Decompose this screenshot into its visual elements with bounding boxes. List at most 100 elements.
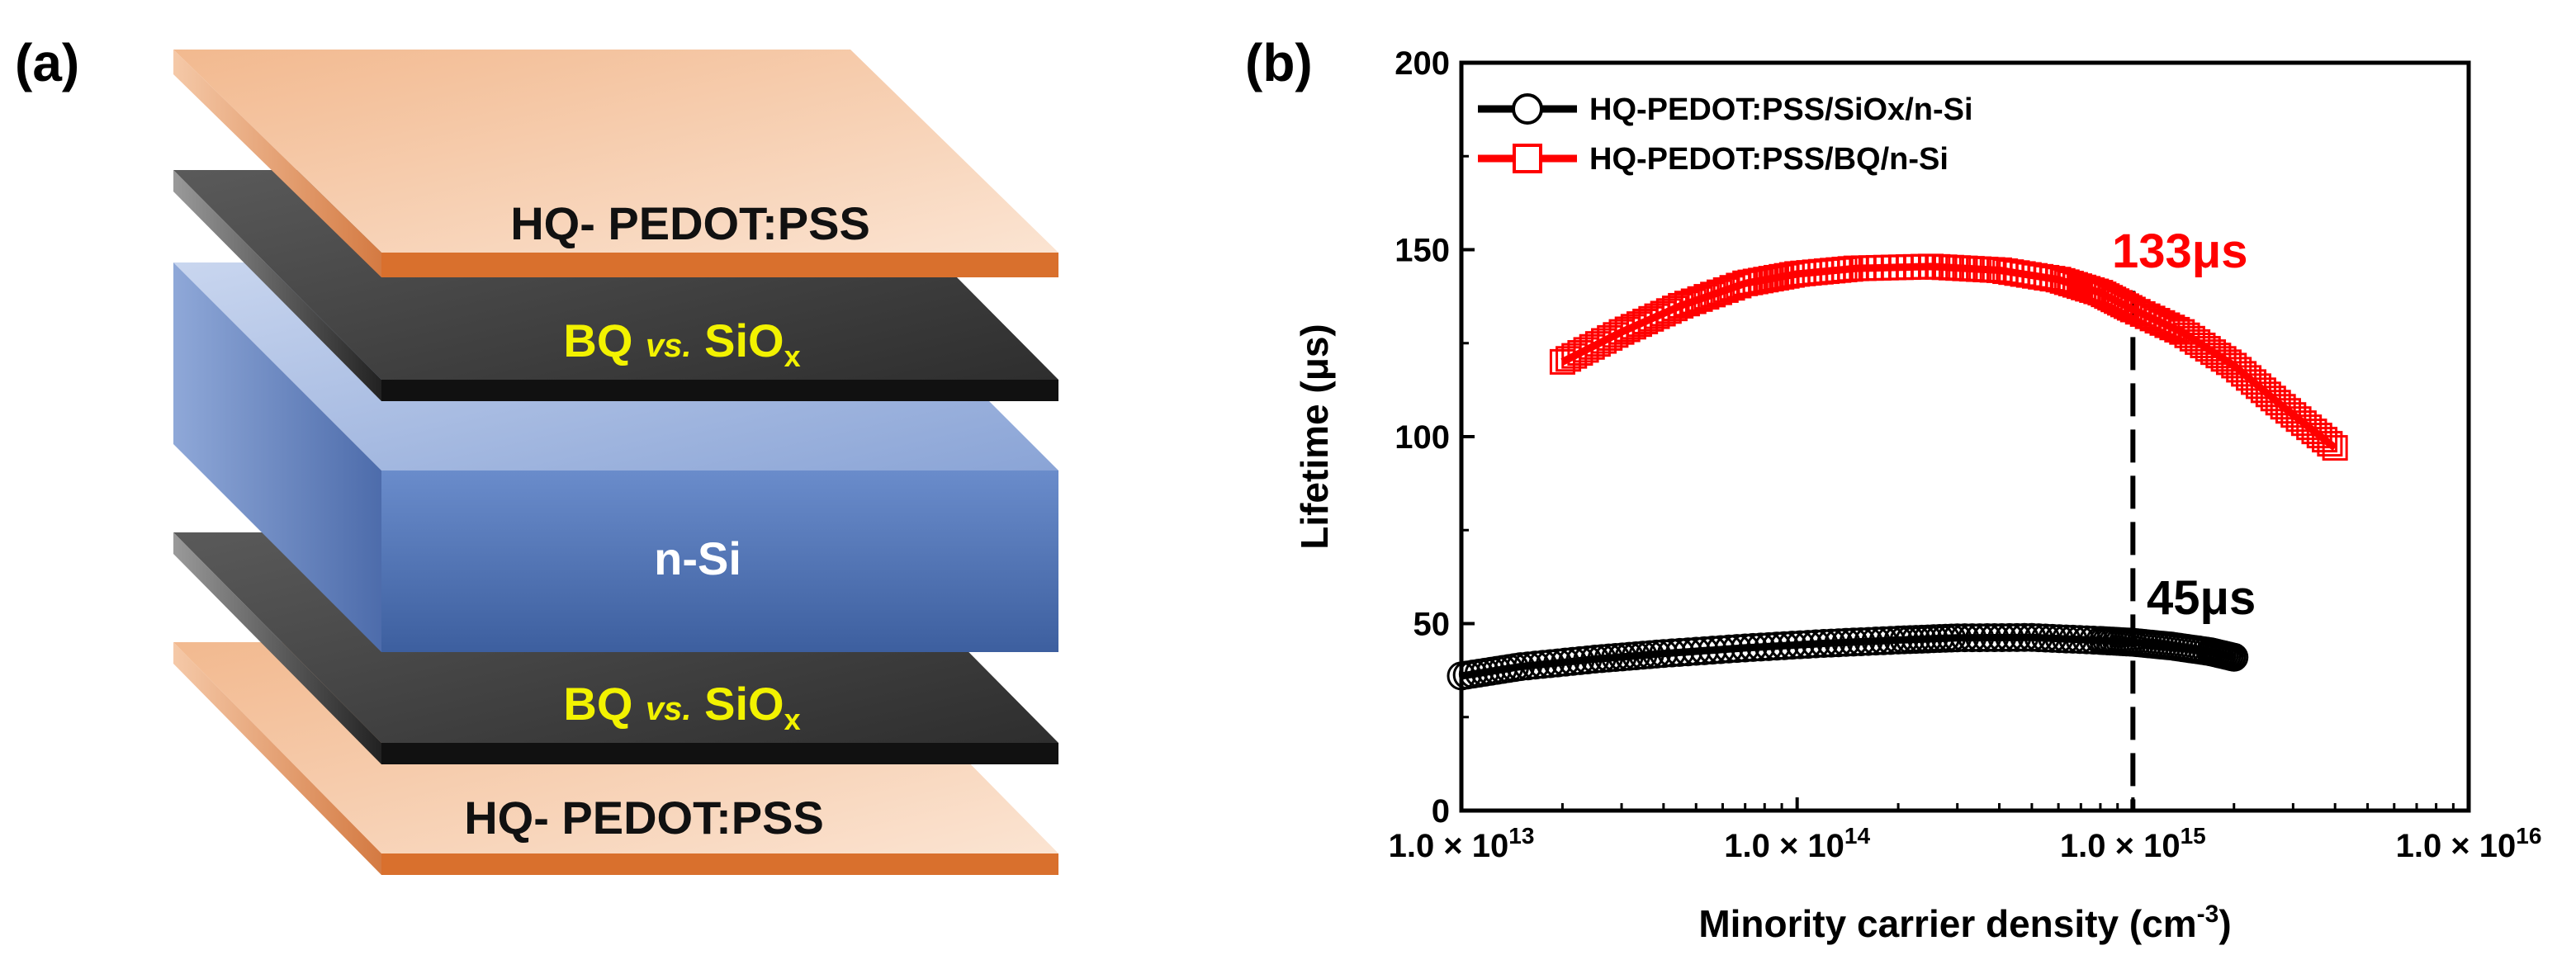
data-point <box>1680 288 1707 314</box>
panel-a: (a) HQ- PEDOT:PSS BQ vs. SiOx n-Si <box>15 33 1058 875</box>
data-point <box>1657 638 1687 668</box>
data-point <box>1706 279 1732 305</box>
x-tick-label: 1.0 × 1016 <box>2396 823 2542 864</box>
data-point <box>1854 626 1883 656</box>
data-point <box>2317 431 2343 457</box>
y-tick-label: 100 <box>1395 419 1450 456</box>
data-point <box>2134 303 2161 329</box>
data-point <box>1521 650 1551 680</box>
data-point <box>2219 642 2249 672</box>
data-point <box>1738 632 1768 662</box>
data-point <box>1665 637 1695 667</box>
data-point <box>1689 636 1719 665</box>
y-tick-label: 50 <box>1413 607 1451 643</box>
bottom-electrode-label: HQ- PEDOT:PSS <box>464 792 824 844</box>
axis-ticks: 0 50 100 150 200 1.0 × 1013 1.0 × 1014 1.0 × 10… <box>1389 45 2542 864</box>
data-point <box>1565 645 1595 675</box>
data-point <box>1972 623 2002 653</box>
top-interlayer-label: BQ vs. SiOx <box>563 314 800 373</box>
legend: HQ-PEDOT:PSS/SiOx/n-Si HQ-PEDOT:PSS/BQ/n… <box>1478 92 1973 177</box>
data-point <box>1861 626 1891 656</box>
data-point <box>2129 300 2156 327</box>
data-point <box>1816 628 1846 658</box>
data-point <box>1846 626 1876 656</box>
data-point <box>1714 634 1744 664</box>
data-point <box>1801 629 1830 659</box>
top-electrode-label: HQ- PEDOT:PSS <box>510 197 870 249</box>
data-point <box>1824 628 1854 658</box>
x-tick-label: 1.0 × 1013 <box>1389 823 1535 864</box>
bottom-interlayer-label: BQ vs. SiOx <box>563 678 800 736</box>
x-axis-title: Minority carrier density (cm-3) <box>1698 901 2231 945</box>
data-point <box>2010 622 2039 652</box>
data-point <box>1958 623 1987 653</box>
data-point <box>1762 631 1792 661</box>
data-point <box>1793 630 1823 660</box>
data-point <box>1754 631 1783 661</box>
data-point <box>1769 631 1799 660</box>
legend-label-black: HQ-PEDOT:PSS/SiOx/n-Si <box>1589 92 1973 127</box>
data-point <box>2139 305 2166 332</box>
panel-b: (b) 0 50 100 150 200 1.0 × 1013 1.0 × 1014 1.0 … <box>1245 33 2541 945</box>
data-point <box>1778 631 1807 660</box>
data-point <box>1980 622 2010 652</box>
legend-marker-square <box>1513 144 1542 173</box>
legend-entry-black: HQ-PEDOT:PSS/SiOx/n-Si <box>1478 92 1973 127</box>
data-point <box>2124 299 2151 325</box>
data-point <box>1673 637 1702 667</box>
data-series <box>1447 253 2348 691</box>
y-tick-label: 200 <box>1395 45 1450 82</box>
data-point <box>2149 310 2176 336</box>
red-annotation: 133μs <box>2112 225 2248 278</box>
data-point <box>1573 645 1603 674</box>
panel-a-label: (a) <box>15 33 79 92</box>
data-point <box>2322 435 2348 461</box>
data-point <box>1513 651 1543 681</box>
data-point <box>2119 296 2146 323</box>
data-point <box>1943 623 1972 653</box>
y-axis-title: Lifetime (μs) <box>1293 324 1336 550</box>
top-electrode-layer: HQ- PEDOT:PSS <box>173 50 1058 277</box>
y-tick-label: 0 <box>1432 793 1450 830</box>
series-red <box>1549 253 2348 461</box>
black-annotation: 45μs <box>2147 571 2256 625</box>
data-point <box>1950 623 1980 653</box>
data-point <box>1551 647 1580 677</box>
data-point <box>1506 652 1536 682</box>
data-point <box>1731 633 1760 663</box>
data-point <box>1809 629 1839 659</box>
data-point <box>1649 639 1679 669</box>
data-point <box>1536 649 1565 678</box>
data-point <box>1558 646 1588 676</box>
data-point <box>2110 291 2137 318</box>
data-point <box>1995 622 2024 652</box>
data-point <box>1722 634 1752 664</box>
data-point <box>1528 650 1558 679</box>
data-point <box>1839 627 1868 657</box>
data-point <box>1831 627 1861 657</box>
data-point <box>1681 636 1711 666</box>
data-point <box>1698 636 1727 665</box>
data-point <box>1965 623 1995 653</box>
data-point <box>1668 292 1694 319</box>
data-point <box>1687 286 1713 312</box>
legend-entry-red: HQ-PEDOT:PSS/BQ/n-Si <box>1478 142 1949 177</box>
legend-label-red: HQ-PEDOT:PSS/BQ/n-Si <box>1589 142 1949 177</box>
legend-marker-circle <box>1512 93 1543 125</box>
data-point <box>1712 277 1739 303</box>
data-point <box>1987 622 2017 652</box>
data-point <box>1785 630 1815 660</box>
data-point <box>1674 291 1700 317</box>
x-tick-label: 1.0 × 1015 <box>2060 823 2206 864</box>
data-point <box>1706 635 1735 664</box>
data-point <box>1746 632 1776 662</box>
data-point <box>2154 312 2181 338</box>
data-point <box>1700 281 1726 308</box>
panel-b-label: (b) <box>1245 33 1313 92</box>
substrate-label: n-Si <box>654 532 741 584</box>
series-black <box>1447 622 2249 691</box>
data-point <box>2144 308 2171 334</box>
y-tick-label: 150 <box>1395 233 1450 269</box>
data-point <box>2002 622 2032 652</box>
